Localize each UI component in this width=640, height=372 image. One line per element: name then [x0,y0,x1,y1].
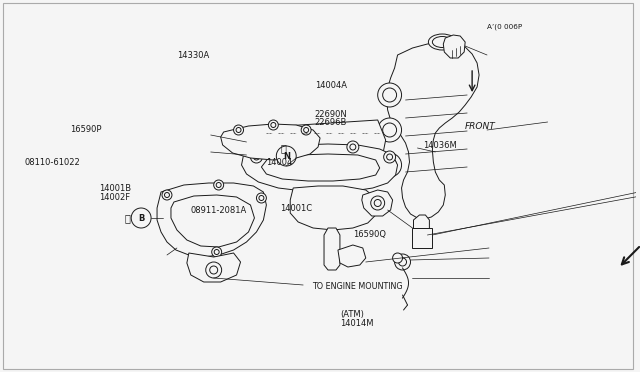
Circle shape [303,128,308,132]
Text: 16590P: 16590P [70,125,102,134]
Circle shape [302,141,314,153]
Polygon shape [157,183,266,257]
Circle shape [387,154,392,160]
Circle shape [162,190,172,200]
Circle shape [257,193,266,203]
Ellipse shape [433,36,452,48]
Circle shape [216,183,221,187]
Circle shape [378,83,401,107]
Circle shape [378,118,401,142]
Polygon shape [413,215,429,235]
Circle shape [271,122,276,128]
Polygon shape [387,42,479,219]
Polygon shape [324,228,340,270]
Text: 14330A: 14330A [177,51,209,60]
Text: 14004A: 14004A [315,81,347,90]
Text: TO ENGINE MOUNTING: TO ENGINE MOUNTING [312,282,403,291]
Circle shape [250,151,262,163]
Text: FRONT: FRONT [465,122,495,131]
Circle shape [347,141,359,153]
Circle shape [234,125,243,135]
Circle shape [378,153,401,177]
Circle shape [268,120,278,130]
Circle shape [205,262,221,278]
Polygon shape [413,228,433,248]
Circle shape [210,266,218,274]
Polygon shape [171,195,255,247]
Text: Ⓑ: Ⓑ [124,213,130,223]
Circle shape [399,258,406,266]
Text: Ⓝ: Ⓝ [280,143,286,153]
Text: 14001C: 14001C [280,204,312,213]
Polygon shape [221,124,320,160]
Circle shape [383,88,397,102]
Text: 22690N: 22690N [315,110,348,119]
Text: 16590Q: 16590Q [353,230,386,239]
Circle shape [350,144,356,150]
Text: 22696B: 22696B [315,118,348,127]
Text: A’(0 006P: A’(0 006P [486,23,522,30]
Circle shape [259,196,264,201]
Circle shape [236,128,241,132]
Polygon shape [290,186,376,230]
Text: 14002F: 14002F [99,193,130,202]
Polygon shape [241,144,397,192]
Circle shape [301,125,311,135]
Circle shape [305,144,311,150]
Text: 14001B: 14001B [99,185,131,193]
Circle shape [392,253,403,263]
Text: 14014M: 14014M [340,319,374,328]
Circle shape [395,254,410,270]
Polygon shape [338,245,366,267]
Circle shape [383,123,397,137]
Circle shape [383,151,396,163]
Circle shape [383,158,397,172]
Circle shape [276,146,296,166]
Text: 14004: 14004 [266,158,292,167]
Polygon shape [261,154,380,181]
Polygon shape [362,190,392,216]
Text: 14036M: 14036M [423,141,457,150]
Text: 08110-61022: 08110-61022 [24,158,80,167]
Text: B: B [138,214,145,222]
Circle shape [253,154,259,160]
Circle shape [374,199,381,206]
Circle shape [214,180,223,190]
Text: N: N [283,151,290,160]
Polygon shape [444,35,465,58]
Circle shape [131,208,151,228]
Text: (ATM): (ATM) [340,310,364,319]
Polygon shape [250,120,386,163]
Circle shape [164,192,170,198]
Circle shape [371,196,385,210]
Circle shape [214,250,219,254]
Text: 08911-2081A: 08911-2081A [191,206,247,215]
Circle shape [212,247,221,257]
Polygon shape [187,253,241,282]
Ellipse shape [428,34,456,50]
